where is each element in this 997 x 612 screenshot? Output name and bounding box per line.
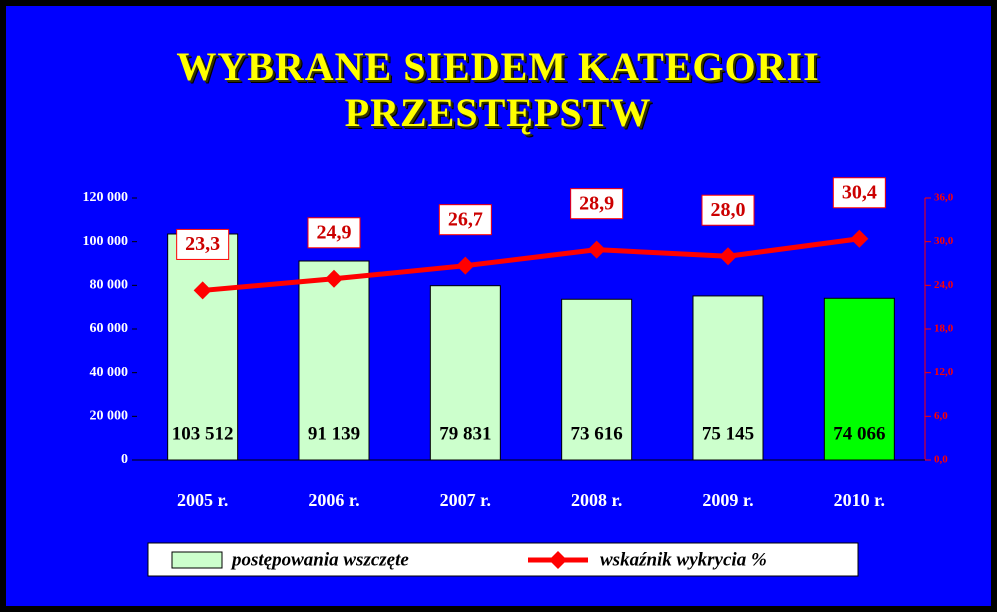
- y2-tick-label: 18,0: [934, 323, 954, 335]
- y2-tick-label: 0,0: [934, 454, 948, 466]
- x-tick-label: 2007 r.: [440, 490, 491, 510]
- marker: [719, 247, 737, 266]
- line-label: 30,4: [842, 181, 877, 203]
- label-box: [832, 177, 886, 209]
- y-tick-label: 60 000: [90, 321, 129, 336]
- bar-label: 73 616: [571, 423, 623, 444]
- x-tick-label: 2006 r.: [308, 490, 359, 510]
- x-tick-label: 2008 r.: [571, 490, 622, 510]
- line-label: 26,7: [448, 208, 483, 230]
- y-tick-label: 40 000: [90, 365, 129, 380]
- x-tick-label: 2010 r.: [834, 490, 885, 510]
- y2-tick-label: 6,0: [934, 410, 948, 422]
- label-box: [701, 194, 755, 226]
- legend-swatch: [171, 551, 223, 569]
- y2-tick-label: 24,0: [934, 279, 954, 291]
- label-box: [438, 204, 492, 236]
- bar: [561, 298, 633, 461]
- label-box: [176, 228, 230, 260]
- y2-tick-label: 12,0: [934, 366, 954, 378]
- legend-label: wskaźnik wykrycia %: [600, 549, 767, 570]
- legend-marker: [549, 551, 567, 569]
- bar: [298, 260, 370, 461]
- y2-tick-label: 36,0: [934, 192, 954, 204]
- x-tick-label: 2005 r.: [177, 490, 228, 510]
- bar-label: 91 139: [308, 423, 360, 444]
- line: [202, 236, 860, 293]
- bar-label: 79 831: [439, 423, 491, 444]
- y-tick-label: 20 000: [90, 409, 129, 424]
- y-tick-label: 80 000: [90, 278, 129, 293]
- bar-label: 74 066: [833, 423, 885, 444]
- legend-label: postępowania wszczęte: [230, 549, 409, 570]
- marker: [850, 229, 869, 248]
- y-tick-label: 0: [121, 452, 128, 467]
- y-tick-label: 100 000: [83, 234, 129, 249]
- bar-label: 75 145: [702, 423, 754, 444]
- marker: [193, 281, 212, 300]
- line-label: 24,9: [317, 221, 352, 243]
- y2-tick-label: 30,0: [934, 235, 954, 247]
- label-box: [570, 188, 624, 220]
- bar-label: 103 512: [172, 423, 234, 444]
- x-tick-label: 2009 r.: [702, 490, 753, 510]
- bar: [167, 233, 239, 461]
- legend-box: [147, 542, 859, 577]
- bar: [823, 297, 895, 461]
- bar: [429, 285, 501, 461]
- marker: [325, 269, 343, 288]
- label-box: [307, 217, 361, 249]
- marker: [587, 240, 606, 259]
- bar: [692, 295, 764, 461]
- y-tick-label: 120 000: [83, 190, 129, 205]
- line-label: 28,0: [711, 199, 746, 221]
- line-label: 28,9: [579, 192, 614, 214]
- line-label: 23,3: [185, 233, 220, 255]
- chart-title: WYBRANE SIEDEM KATEGORII PRZESTĘPSTW: [176, 44, 820, 135]
- marker: [456, 256, 475, 275]
